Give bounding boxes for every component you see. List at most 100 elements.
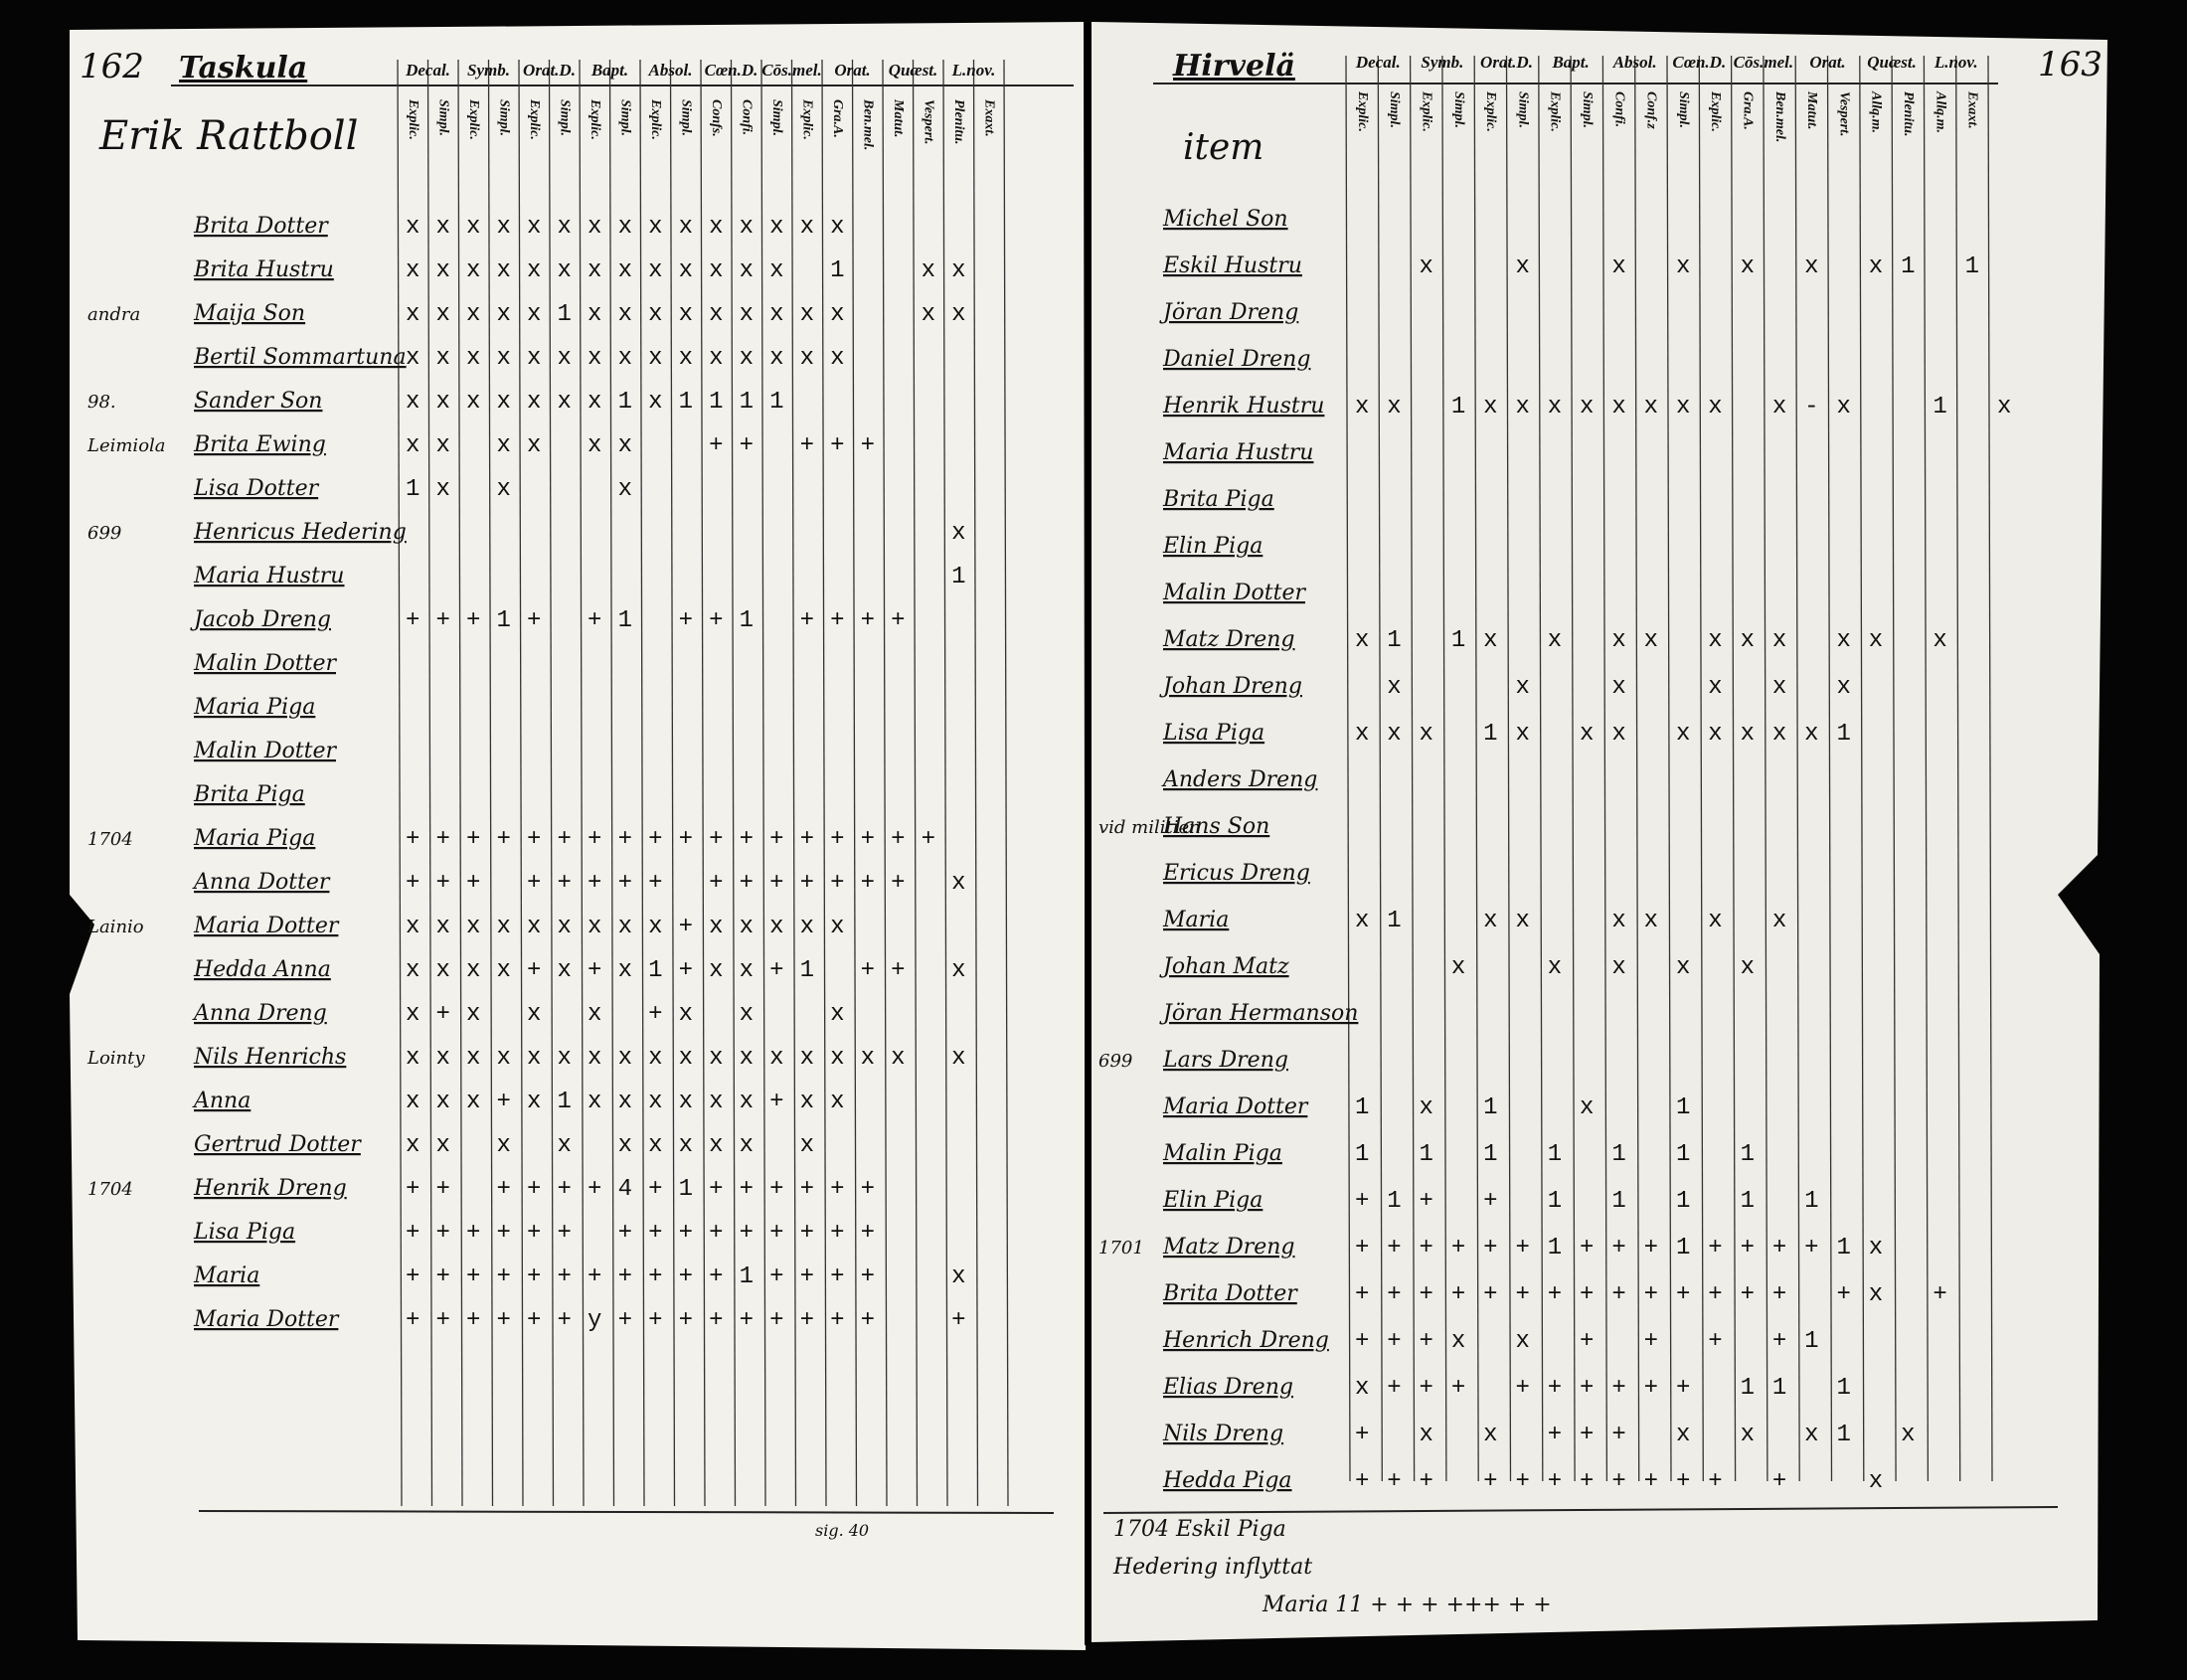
attainment-marks: +1+ + 1 1 1 1 1 — [1355, 1188, 1837, 1215]
person-name: Maria Dotter — [193, 1307, 340, 1332]
column-rule — [669, 59, 676, 1507]
attainment-marks: x+x x x +x x x — [406, 1001, 861, 1028]
person-name: Matz Dreng — [1162, 1235, 1295, 1260]
column-subhead: Matut. — [891, 98, 906, 138]
attainment-marks: x — [406, 520, 982, 547]
column-rule — [851, 59, 858, 1507]
register: 162 Taskula Decal. Symb. Orat.D. Bapt. Absol. C… — [80, 45, 2103, 1617]
column-subhead: Exaxt. — [1965, 90, 1980, 129]
attainment-marks: xxxxxxx1x1111 — [406, 389, 800, 416]
person-name: Brita Piga — [193, 782, 305, 807]
column-rule — [1730, 55, 1737, 1482]
person-name: Sander Son — [194, 389, 322, 414]
page-number: 162 — [80, 47, 144, 86]
person-name: Maria Dotter — [1162, 1094, 1309, 1119]
person-name: Maria Piga — [193, 695, 315, 720]
margin-note: Lainio — [86, 917, 144, 937]
column-heading: Symb. — [1421, 53, 1463, 72]
page-number: 163 — [2038, 45, 2103, 84]
column-subhead: Ben.mel. — [1772, 90, 1787, 142]
column-rule — [548, 59, 555, 1507]
person-name: Brita Ewing — [193, 432, 326, 457]
person-name: Jöran Hermanson — [1159, 1001, 1358, 1026]
person-name: Elin Piga — [1162, 534, 1262, 559]
bottom-note: Hedering inflyttat — [1112, 1555, 1312, 1580]
column-subhead: Gra.A. — [830, 99, 845, 138]
column-rule — [1826, 55, 1833, 1482]
column-rule — [790, 59, 797, 1507]
person-name: Elin Piga — [1162, 1188, 1262, 1213]
column-subhead: Simpl. — [1515, 91, 1530, 128]
attainment-marks: xx xx xx ++ +++ — [406, 432, 891, 459]
attainment-marks: x x x x x x x1 1 — [1355, 253, 1997, 280]
person-name: Maria Piga — [193, 826, 315, 851]
item-label: item — [1183, 127, 1263, 168]
person-name: Anna Dreng — [192, 1001, 327, 1026]
attainment-marks: x1 xx xx x x — [1355, 908, 1804, 934]
column-rule — [1345, 55, 1351, 1482]
person-name: Henrich Dreng — [1162, 1328, 1329, 1353]
column-rule — [972, 59, 979, 1507]
column-rule — [1666, 55, 1672, 1482]
column-rule — [426, 59, 433, 1507]
person-name: Maria Hustru — [193, 564, 344, 588]
person-name: Henricus Hedering — [193, 520, 407, 545]
person-name: Jöran Dreng — [1159, 300, 1298, 325]
footer-note: sig. 40 — [815, 1521, 869, 1540]
column-rule — [730, 59, 737, 1507]
attainment-marks: xxx+x1xxxxxx+xx — [406, 1089, 861, 1115]
person-name: Anders Dreng — [1161, 767, 1317, 792]
column-rule — [1859, 55, 1865, 1482]
attainment-marks: ++ ++++4+1++++++ — [406, 1176, 891, 1203]
column-subhead: Simpl. — [769, 99, 784, 136]
person-name: Hedda Anna — [193, 957, 331, 982]
person-name: Elias Dreng — [1162, 1375, 1293, 1400]
column-subhead: Simpl. — [497, 99, 512, 136]
attainment-marks: ++++++++++++++++++ — [406, 826, 951, 853]
person-name: Nils Henrichs — [193, 1045, 346, 1070]
person-name: Bertil Sommartuna — [193, 345, 407, 370]
column-rule — [1538, 55, 1544, 1482]
person-name: Maria — [1162, 908, 1229, 932]
column-rule — [1634, 55, 1640, 1482]
column-heading: Orat. — [1809, 53, 1845, 72]
column-rule — [1003, 59, 1009, 1507]
person-name: Maria Dotter — [193, 914, 340, 938]
attainment-marks: ++++++++++++++ +x + — [1355, 1281, 1965, 1308]
person-name: Malin Dotter — [1162, 581, 1306, 605]
attainment-marks: ++++++1+++1++++1x — [1355, 1235, 1901, 1261]
attainment-marks: x x x x x x — [1355, 674, 1869, 701]
column-subhead: Explic. — [1420, 90, 1434, 132]
bottom-note: Maria 11 + + + +++ + + — [1262, 1593, 1552, 1617]
attainment-marks: 1 — [406, 564, 982, 590]
attainment-marks: xxxxxxxxxxxxx 1 xx — [406, 257, 982, 284]
person-name: Eskil Hustru — [1162, 253, 1302, 278]
person-name: Maija Son — [193, 301, 305, 326]
column-subhead: Explic. — [527, 98, 542, 140]
margin-note: 699 — [87, 523, 121, 544]
column-subhead: Simpl. — [1676, 91, 1691, 128]
attainment-marks: +++ ++++++++ + x — [1355, 1468, 1901, 1495]
column-subhead: Allq.m. — [1869, 90, 1884, 133]
column-heading: Cœn.D. — [1672, 53, 1726, 72]
person-name: Ericus Dreng — [1162, 861, 1310, 886]
column-subhead: Plenitu. — [951, 99, 966, 145]
column-subhead: Simpl. — [1451, 91, 1466, 128]
column-subhead: Explic. — [1548, 90, 1563, 132]
margin-note: 98. — [87, 392, 116, 413]
column-subhead: Ben.mel. — [861, 98, 876, 150]
person-name: Malin Dotter — [193, 739, 337, 763]
person-name: Brita Dotter — [193, 214, 329, 239]
attainment-marks: ++++++y+++++++++ + — [406, 1307, 982, 1334]
column-heading: Absol. — [648, 61, 693, 80]
column-subhead: Simpl. — [1580, 91, 1595, 128]
attainment-marks: +++1+ +1 ++1 ++++ — [406, 607, 922, 634]
column-heading: L.nov. — [1934, 53, 1978, 72]
person-name: Daniel Dreng — [1162, 347, 1310, 372]
column-rule — [700, 59, 706, 1507]
column-heading: Cōs.mel. — [1734, 53, 1793, 72]
column-rule — [942, 59, 948, 1507]
column-rule — [1570, 55, 1576, 1482]
attainment-marks: x x x x x — [1355, 954, 1772, 981]
person-name: Hedda Piga — [1162, 1468, 1292, 1493]
